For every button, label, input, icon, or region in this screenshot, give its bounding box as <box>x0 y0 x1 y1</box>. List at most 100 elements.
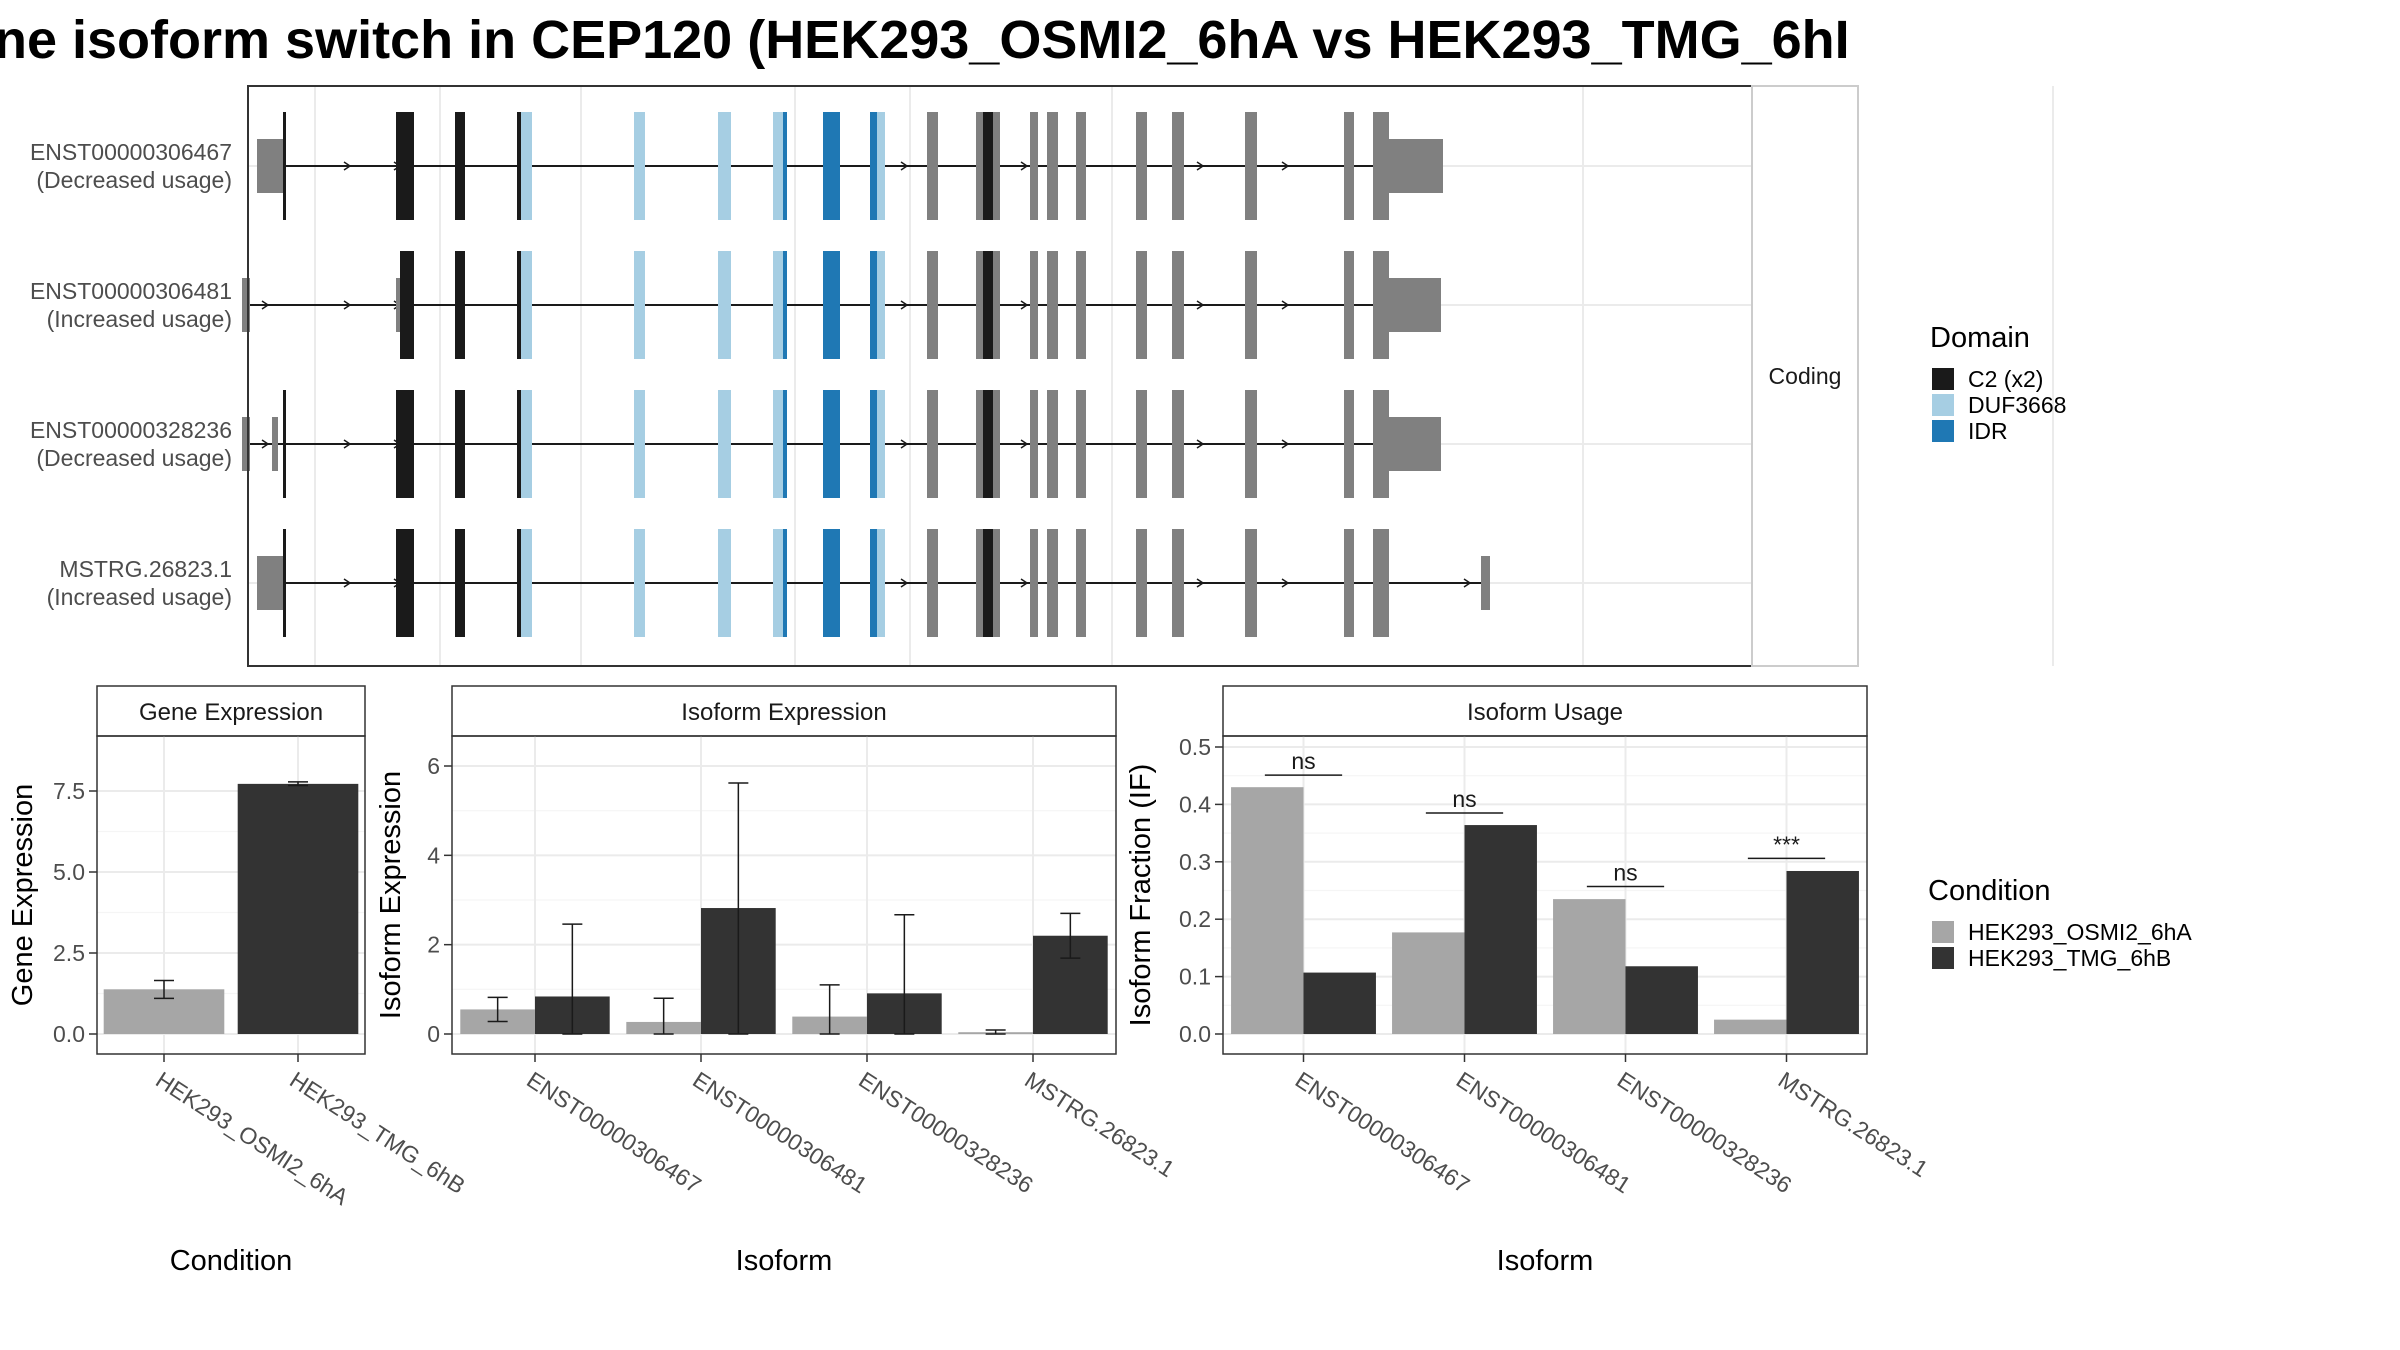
exon-segment <box>718 251 731 359</box>
legend-key-osmi2 <box>1932 921 1954 943</box>
y-tick-label: 7.5 <box>53 778 85 804</box>
exon-segment <box>634 112 645 220</box>
significance-label: *** <box>1773 831 1800 857</box>
transcript-panel: Coding ENST00000306467(Decreased usage) E… <box>30 85 2054 667</box>
x-tick-label: ENST00000328236 <box>1613 1066 1797 1198</box>
exon-segment <box>927 529 938 637</box>
exon-segment <box>1245 112 1257 220</box>
exon-segment <box>870 112 877 220</box>
exon-segment <box>396 390 414 498</box>
coding-strip-label: Coding <box>1769 363 1842 389</box>
exon-segment <box>783 251 787 359</box>
transcript-id-label: ENST00000328236 <box>30 417 232 443</box>
exon-segment <box>1136 112 1147 220</box>
transcript-usage-label: (Decreased usage) <box>36 167 232 193</box>
exon-segment <box>983 529 993 637</box>
exon-segment <box>455 529 465 637</box>
exon-segment <box>1373 251 1389 359</box>
exon-segment <box>823 390 840 498</box>
utr-segment <box>396 278 400 332</box>
isoform-usage-panel: Isoform Usage 0.0 0.1 0.2 0.3 0.4 0.5 ENST0000… <box>1125 685 1933 1277</box>
direction-arrow <box>900 300 909 310</box>
gene-expression-xlabel: Condition <box>170 1245 293 1277</box>
isoform-usage-strip-label: Isoform Usage <box>1467 699 1623 726</box>
exon-segment <box>983 390 993 498</box>
exon-segment <box>1344 529 1354 637</box>
exon-segment <box>773 251 783 359</box>
exon-segment <box>1344 112 1354 220</box>
utr-segment <box>1389 139 1443 193</box>
exon-segment <box>634 251 645 359</box>
y-tick-label: 0.4 <box>1179 791 1211 817</box>
coding-strip <box>1751 85 1859 667</box>
exon-segment <box>1030 112 1038 220</box>
exon-segment <box>1030 529 1038 637</box>
error-bar <box>288 781 308 787</box>
exon-segment <box>1172 529 1184 637</box>
exon-segment <box>870 529 877 637</box>
direction-arrow <box>1196 578 1205 588</box>
transcript-id-label: MSTRG.26823.1 <box>59 556 232 582</box>
error-bar <box>1060 912 1081 959</box>
domain-legend-title: Domain <box>1930 322 2030 354</box>
legend-key-tmg <box>1932 947 1954 969</box>
exon-segment <box>877 112 885 220</box>
error-bar <box>154 979 174 1000</box>
condition-legend-title: Condition <box>1928 875 2051 907</box>
gene-expression-strip-label: Gene Expression <box>139 699 323 726</box>
error-bar <box>819 984 840 1035</box>
transcript-row <box>242 251 1441 359</box>
bar <box>1231 787 1304 1034</box>
transcript-id-label: ENST00000306467 <box>30 139 232 165</box>
bar <box>1553 899 1626 1034</box>
exon-segment <box>1030 390 1038 498</box>
y-tick-label: 0 <box>427 1021 440 1047</box>
exon-segment <box>1373 529 1389 637</box>
error-bar <box>894 913 915 1035</box>
exon-segment <box>976 390 983 498</box>
direction-arrow <box>1196 300 1205 310</box>
exon-segment <box>517 529 521 637</box>
exon-segment <box>396 112 414 220</box>
bar <box>1392 932 1465 1034</box>
isoform-expression-ylabel: Isoform Expression <box>375 771 407 1019</box>
bar <box>1786 870 1859 1034</box>
isoform-expression-plot: 0 2 4 6 ENST00000306467ENST00000306481ENST00… <box>427 736 1179 1198</box>
exon-segment <box>773 529 783 637</box>
legend-label-idr: IDR <box>1968 418 2008 444</box>
exon-segment <box>1047 251 1058 359</box>
direction-arrow <box>343 578 352 588</box>
exon-segment <box>983 251 993 359</box>
y-tick-label: 4 <box>427 842 440 868</box>
direction-arrow <box>1196 161 1205 171</box>
isoform-usage-xlabel: Isoform <box>1497 1245 1594 1277</box>
direction-arrow <box>900 439 909 449</box>
exon-segment <box>1373 112 1389 220</box>
legend-key-c2 <box>1932 368 1954 390</box>
x-tick-label: MSTRG.26823.1 <box>1774 1066 1933 1182</box>
transcript-id-label: ENST00000306481 <box>30 278 232 304</box>
exon-segment <box>1047 529 1058 637</box>
x-tick-label: MSTRG.26823.1 <box>1020 1066 1179 1182</box>
error-bar <box>653 997 674 1035</box>
exon-segment <box>773 390 783 498</box>
direction-arrow <box>261 300 270 310</box>
direction-arrow <box>343 439 352 449</box>
isoform-expression-strip <box>451 685 1117 737</box>
utr-segment <box>1481 556 1490 610</box>
exon-segment <box>976 251 983 359</box>
transcript-usage-label: (Increased usage) <box>47 306 232 332</box>
isoform-expression-border <box>451 735 1117 1055</box>
exon-segment <box>1076 112 1086 220</box>
direction-arrow <box>1196 439 1205 449</box>
exon-segment <box>993 529 1000 637</box>
exon-segment <box>718 390 731 498</box>
isoform-expression-panel: Isoform Expression 0246ENST00000306467EN… <box>375 685 1179 1277</box>
direction-arrow <box>343 300 352 310</box>
exon-segment <box>870 390 877 498</box>
exon-segment <box>1344 251 1354 359</box>
exon-segment <box>1030 251 1038 359</box>
exon-segment <box>927 112 938 220</box>
bar <box>1303 972 1376 1034</box>
